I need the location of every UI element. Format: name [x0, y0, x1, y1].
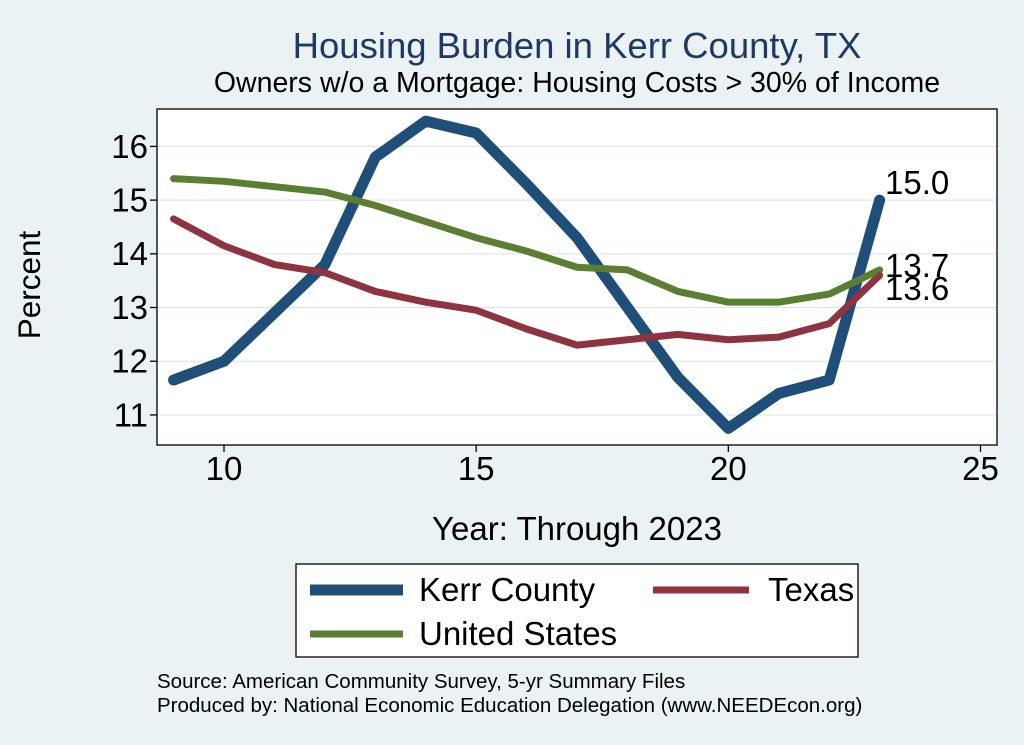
svg-text:Produced by: National Economic: Produced by: National Economic Education…	[157, 694, 862, 717]
svg-text:Owners w/o a Mortgage: Housing: Owners w/o a Mortgage: Housing Costs > 3…	[214, 67, 940, 99]
svg-text:Housing Burden in Kerr County,: Housing Burden in Kerr County, TX	[293, 25, 862, 66]
svg-text:20: 20	[710, 450, 747, 487]
svg-text:10: 10	[206, 450, 243, 487]
svg-text:15.0: 15.0	[885, 164, 949, 201]
svg-text:United States: United States	[419, 615, 617, 652]
svg-text:Kerr County: Kerr County	[419, 571, 596, 608]
svg-text:12: 12	[111, 343, 148, 380]
svg-text:15: 15	[111, 182, 148, 219]
svg-text:14: 14	[111, 235, 148, 272]
svg-text:25: 25	[962, 450, 999, 487]
svg-text:16: 16	[111, 128, 148, 165]
svg-text:Percent: Percent	[11, 230, 47, 339]
svg-text:Year: Through 2023: Year: Through 2023	[432, 510, 722, 547]
svg-text:Source: American Community Sur: Source: American Community Survey, 5-yr …	[157, 670, 685, 693]
svg-text:11: 11	[114, 397, 148, 434]
svg-text:Texas: Texas	[768, 571, 854, 608]
svg-text:13.6: 13.6	[885, 270, 949, 307]
svg-text:13: 13	[111, 289, 148, 326]
svg-text:15: 15	[458, 450, 495, 487]
